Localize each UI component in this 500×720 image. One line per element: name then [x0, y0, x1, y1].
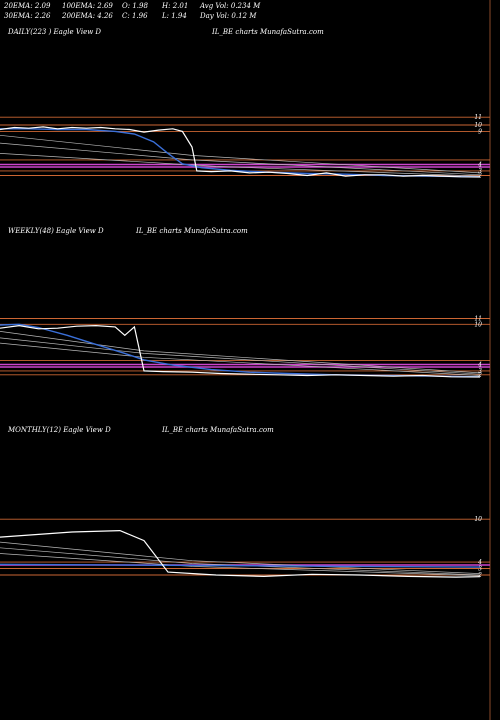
daily-ytick-9: 9: [478, 128, 482, 135]
daily-ytick-11: 11: [474, 114, 482, 121]
monthly-blue-ma-line: [0, 563, 481, 568]
daily-price-line: [0, 126, 481, 178]
panel-title-monthly: MONTHLY(12) Eagle View D: [8, 426, 111, 434]
header-ema100: 100EMA: 2.69: [62, 2, 113, 10]
weekly-ma-line-0: [0, 337, 481, 375]
daily-blue-ma-line: [0, 128, 481, 178]
panel-caption-weekly: IL_BE charts MunafaSutra.com: [136, 227, 248, 235]
monthly-ytick-10: 10: [474, 516, 482, 523]
header-avgvol: Avg Vol: 0.234 M: [200, 2, 261, 10]
header-close: C: 1.96: [122, 12, 148, 20]
monthly-ma-line-1: [0, 547, 481, 576]
monthly-price-line: [0, 529, 481, 578]
daily-ma-line-1: [0, 134, 481, 174]
daily-ma-line-0: [0, 142, 481, 176]
daily-ytick-3: 3: [478, 168, 482, 175]
weekly-price-line: [0, 324, 481, 378]
header-dayvol: Day Vol: 0.12 M: [200, 12, 257, 20]
weekly-ma-line-1: [0, 342, 481, 376]
header-ema30: 30EMA: 2.26: [4, 12, 51, 20]
weekly-ytick-10: 10: [474, 321, 482, 328]
panel-title-weekly: WEEKLY(48) Eagle View D: [8, 227, 104, 235]
daily-ma-line-2: [0, 153, 481, 177]
panel-caption-monthly: IL_BE charts MunafaSutra.com: [162, 426, 274, 434]
weekly-ytick-3: 3: [478, 368, 482, 375]
daily-ytick-4: 4: [477, 162, 482, 169]
weekly-ytick-2: 2: [477, 372, 482, 379]
monthly-ytick-2: 2: [477, 572, 482, 579]
weekly-ma-line-2: [0, 331, 481, 374]
panel-caption-daily: IL_BE charts MunafaSutra.com: [212, 28, 324, 36]
daily-ytick-10: 10: [474, 122, 482, 129]
header-ema20: 20EMA: 2.09: [4, 2, 51, 10]
header-low: L: 1.94: [162, 12, 187, 20]
monthly-ma-line-0: [0, 541, 481, 574]
header-open: O: 1.98: [122, 2, 148, 10]
weekly-ytick-11: 11: [474, 316, 482, 323]
monthly-ma-line-2: [0, 553, 481, 577]
weekly-ytick-4: 4: [477, 362, 482, 369]
daily-ytick-2: 2: [477, 173, 482, 180]
header-ema200: 200EMA: 4.26: [62, 12, 113, 20]
monthly-ytick-4: 4: [477, 559, 482, 566]
monthly-ytick-3: 3: [478, 566, 482, 573]
panel-title-daily: DAILY(223 ) Eagle View D: [8, 28, 102, 36]
header-high: H: 2.01: [162, 2, 189, 10]
